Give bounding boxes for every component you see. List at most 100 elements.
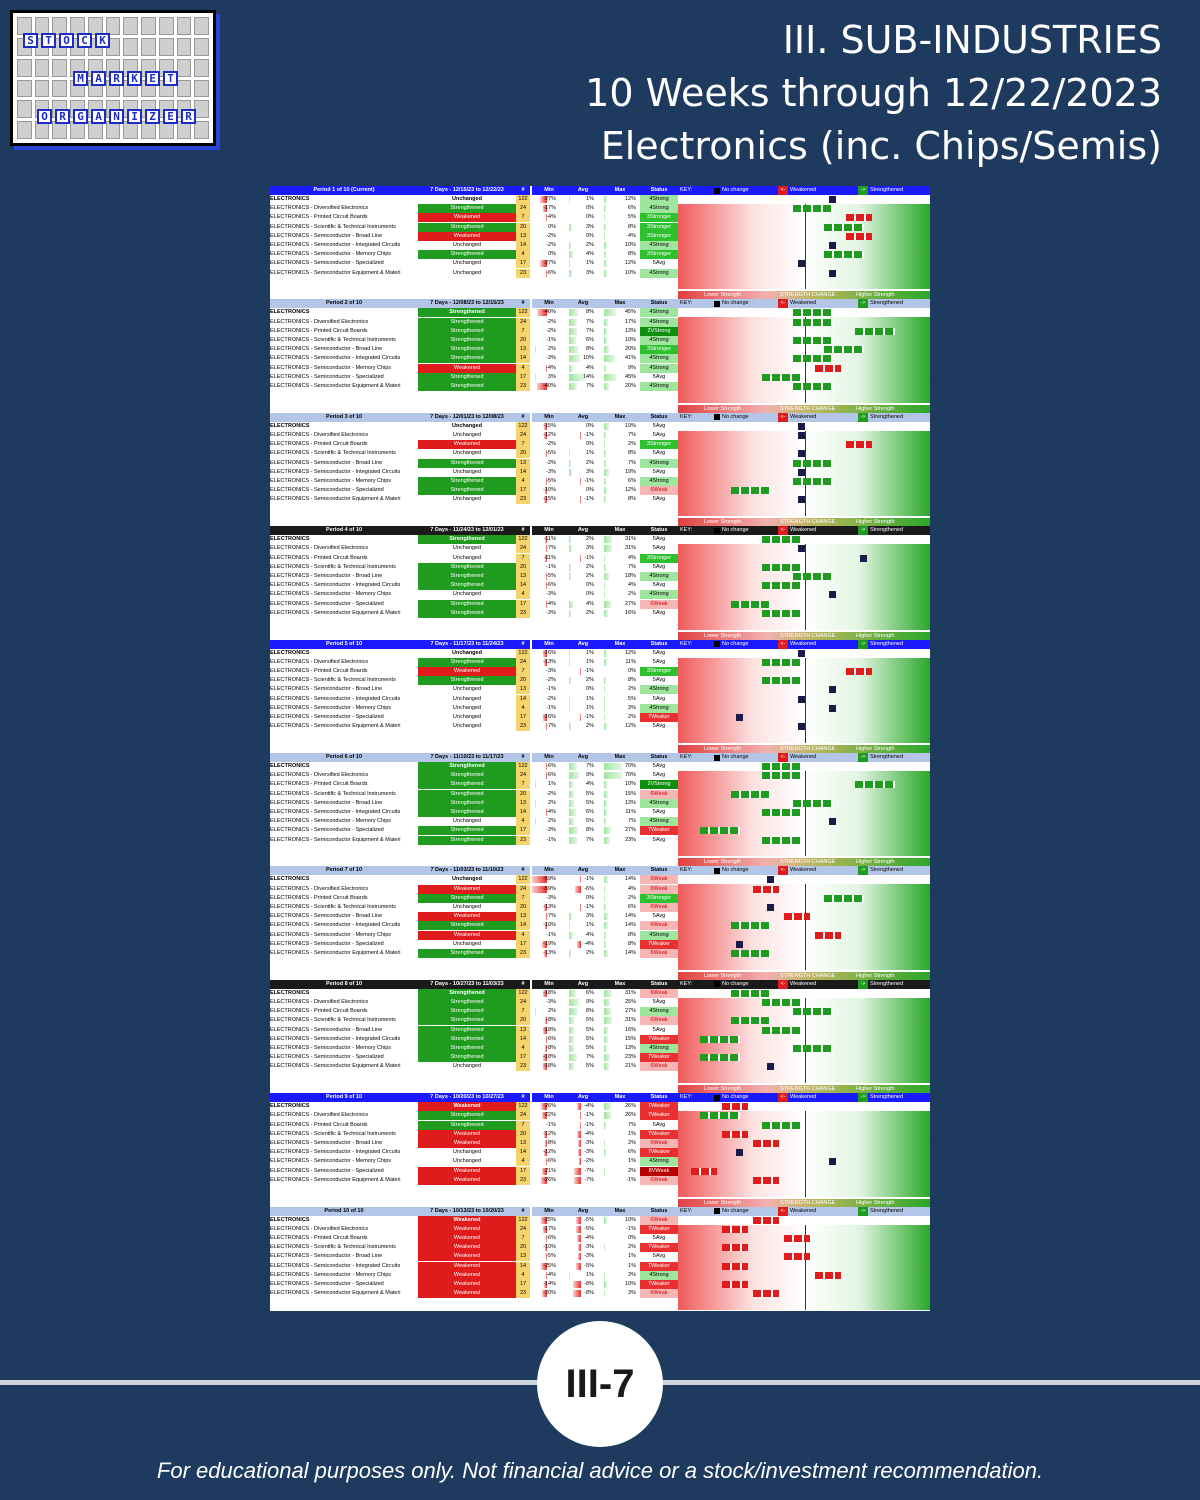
avg-value-bar xyxy=(577,1130,582,1138)
avg-value: 5% xyxy=(586,790,594,797)
strength-status: 6Weak xyxy=(640,902,678,912)
table-row: ELECTRONICS Unchanged 122 -27% 1% 12% 4Strong xyxy=(270,195,930,204)
max-value: 1% xyxy=(628,1158,636,1165)
stock-count: 17 xyxy=(516,1053,530,1063)
min-value: -6% xyxy=(546,772,556,779)
status-change: Strengthened xyxy=(418,780,516,790)
status-change: Strengthened xyxy=(418,771,516,781)
max-value-bar-cell xyxy=(600,259,640,268)
avg-value-bar-cell xyxy=(566,658,600,667)
avg-value-bar-cell xyxy=(566,1234,600,1243)
max-value: 18% xyxy=(624,572,636,579)
avg-value-bar xyxy=(569,545,573,553)
min-value: -15% xyxy=(543,496,556,503)
stock-count: 24 xyxy=(516,544,530,554)
strength-center-line xyxy=(805,1111,806,1197)
avg-value-bar xyxy=(569,251,574,259)
sub-industry-name: ELECTRONICS - Semiconductor - Memory Chi… xyxy=(270,817,418,827)
avg-value-bar xyxy=(577,1103,582,1111)
table-row: ELECTRONICS - Semiconductor - Specialize… xyxy=(270,259,930,269)
max-value: 10% xyxy=(624,269,636,276)
sub-industry-name: ELECTRONICS - Diversified Electronics xyxy=(270,544,418,554)
weakened-arrows xyxy=(722,1130,748,1138)
sub-industry-name: ELECTRONICS xyxy=(270,308,418,318)
max-value: 15% xyxy=(624,1035,636,1042)
strengthened-key-swatch: -> xyxy=(858,186,868,195)
stock-count: 24 xyxy=(516,884,530,894)
min-value-bar xyxy=(546,1253,548,1261)
avg-value-bar xyxy=(569,346,578,354)
min-value: -4% xyxy=(546,809,556,815)
max-value: 14% xyxy=(624,949,636,956)
sub-industry-name: ELECTRONICS - Semiconductor - Broad Line xyxy=(270,458,418,468)
avg-value-bar xyxy=(580,477,582,485)
status-change: Weakened xyxy=(418,930,516,940)
max-value: 3% xyxy=(628,704,636,711)
key-weakened-label: Weakened xyxy=(790,300,817,307)
strength-status: 2VStrong xyxy=(640,326,678,336)
period-header-row: Period 1 of 10 (Current) 7 Days - 12/15/2… xyxy=(270,186,930,195)
max-value-bar xyxy=(604,468,609,476)
max-value-bar-cell xyxy=(600,1243,640,1252)
column-header: Status xyxy=(640,979,678,989)
max-value: 20% xyxy=(624,346,636,353)
avg-value: -5% xyxy=(584,1262,594,1269)
key-label: KEY: xyxy=(680,867,693,874)
avg-value-bar-cell xyxy=(566,318,600,327)
min-value: -14% xyxy=(543,1280,556,1287)
column-header: Avg xyxy=(566,866,600,876)
stock-count: 14 xyxy=(516,241,530,250)
max-value-bar xyxy=(604,827,611,835)
max-value-bar-cell xyxy=(600,318,640,327)
avg-value: 0% xyxy=(586,422,594,429)
min-value-bar-cell xyxy=(532,600,566,609)
max-value-bar xyxy=(604,1280,607,1288)
page-number-badge: III-7 xyxy=(537,1321,663,1447)
strength-label-band xyxy=(678,518,930,528)
avg-value: 1% xyxy=(586,196,594,202)
avg-value: -1% xyxy=(584,431,594,438)
strengthened-arrows xyxy=(731,790,771,798)
page-subtitle-dates: 10 Weeks through 12/22/2023 xyxy=(585,71,1162,115)
lower-strength-label: Lower Strength xyxy=(704,1086,742,1093)
sub-industry-name: ELECTRONICS - Printed Circuit Boards xyxy=(270,440,418,450)
period-header-row: Period 10 of 10 7 Days - 10/13/23 to 10/2… xyxy=(270,1206,930,1216)
min-value: -7% xyxy=(546,723,556,730)
lower-strength-label: Lower Strength xyxy=(704,405,742,412)
avg-value: -3% xyxy=(584,1253,594,1260)
avg-value-bar xyxy=(575,885,582,893)
key-weakened-label: Weakened xyxy=(790,867,817,874)
avg-value-bar-cell xyxy=(566,1026,600,1035)
avg-value-bar xyxy=(569,269,573,277)
logo-grid-tile xyxy=(141,37,156,56)
sub-industry-name: ELECTRONICS - Semiconductor - Integrated… xyxy=(270,694,418,704)
stock-count: 14 xyxy=(516,581,530,591)
avg-value-bar xyxy=(569,364,574,372)
max-value-bar xyxy=(604,1103,611,1111)
sub-industry-name: ELECTRONICS - Semiconductor - Memory Chi… xyxy=(270,930,418,940)
avg-value: 5% xyxy=(586,1035,594,1042)
avg-value-bar xyxy=(580,876,582,884)
status-change: Weakened xyxy=(418,213,516,223)
max-value-bar xyxy=(604,1017,612,1025)
avg-value: 2% xyxy=(586,242,594,248)
status-change: Strengthened xyxy=(418,997,516,1007)
min-value-bar-cell xyxy=(532,998,566,1007)
weakened-arrows xyxy=(784,1234,810,1242)
avg-value-bar xyxy=(577,940,582,948)
max-value: 3% xyxy=(628,1271,636,1278)
logo-grid-tile xyxy=(52,58,68,77)
min-value-bar xyxy=(532,876,548,884)
min-value: -2% xyxy=(546,677,556,684)
strengthened-arrows xyxy=(793,336,833,344)
stock-count: 23 xyxy=(516,268,530,278)
status-change: Strengthened xyxy=(418,571,516,581)
strengthened-arrows xyxy=(762,563,802,571)
status-change: Strengthened xyxy=(418,835,516,845)
table-row: ELECTRONICS - Scientific & Technical Ins… xyxy=(270,902,930,912)
max-value-bar-cell xyxy=(600,544,640,553)
stock-count: 4 xyxy=(516,817,530,827)
max-value-bar-cell xyxy=(600,1062,640,1071)
status-change: Weakened xyxy=(418,1129,516,1139)
logo-letter: O xyxy=(59,33,74,48)
